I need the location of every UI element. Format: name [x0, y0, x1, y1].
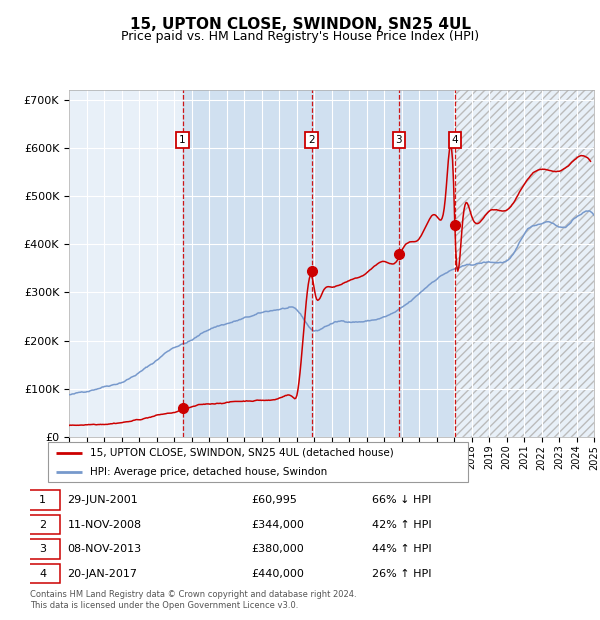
Text: £60,995: £60,995: [251, 495, 296, 505]
Text: £380,000: £380,000: [251, 544, 304, 554]
Text: 26% ↑ HPI: 26% ↑ HPI: [372, 569, 432, 578]
Bar: [455, 90, 594, 437]
Text: HPI: Average price, detached house, Swindon: HPI: Average price, detached house, Swin…: [90, 467, 327, 477]
Text: 2: 2: [308, 135, 315, 145]
Text: 1: 1: [39, 495, 46, 505]
Text: 15, UPTON CLOSE, SWINDON, SN25 4UL (detached house): 15, UPTON CLOSE, SWINDON, SN25 4UL (deta…: [90, 448, 394, 458]
Text: 15, UPTON CLOSE, SWINDON, SN25 4UL: 15, UPTON CLOSE, SWINDON, SN25 4UL: [130, 17, 470, 32]
Text: 2: 2: [39, 520, 46, 529]
Text: 66% ↓ HPI: 66% ↓ HPI: [372, 495, 431, 505]
Text: 44% ↑ HPI: 44% ↑ HPI: [372, 544, 432, 554]
Bar: [311, 90, 399, 437]
Text: Price paid vs. HM Land Registry's House Price Index (HPI): Price paid vs. HM Land Registry's House …: [121, 30, 479, 43]
Text: 3: 3: [395, 135, 402, 145]
Bar: [399, 90, 455, 437]
FancyBboxPatch shape: [48, 442, 468, 482]
Text: This data is licensed under the Open Government Licence v3.0.: This data is licensed under the Open Gov…: [30, 601, 298, 611]
Text: 20-JAN-2017: 20-JAN-2017: [68, 569, 137, 578]
Text: 1: 1: [179, 135, 186, 145]
Text: £440,000: £440,000: [251, 569, 304, 578]
Text: 4: 4: [39, 569, 46, 578]
Text: £344,000: £344,000: [251, 520, 304, 529]
FancyBboxPatch shape: [26, 539, 60, 559]
FancyBboxPatch shape: [26, 564, 60, 583]
Text: 29-JUN-2001: 29-JUN-2001: [68, 495, 138, 505]
Text: 42% ↑ HPI: 42% ↑ HPI: [372, 520, 432, 529]
Text: 3: 3: [39, 544, 46, 554]
FancyBboxPatch shape: [26, 515, 60, 534]
Text: 08-NOV-2013: 08-NOV-2013: [68, 544, 142, 554]
Bar: [455, 90, 594, 437]
Bar: [182, 90, 311, 437]
Text: Contains HM Land Registry data © Crown copyright and database right 2024.: Contains HM Land Registry data © Crown c…: [30, 590, 356, 600]
Text: 4: 4: [452, 135, 458, 145]
Text: 11-NOV-2008: 11-NOV-2008: [68, 520, 142, 529]
FancyBboxPatch shape: [26, 490, 60, 510]
